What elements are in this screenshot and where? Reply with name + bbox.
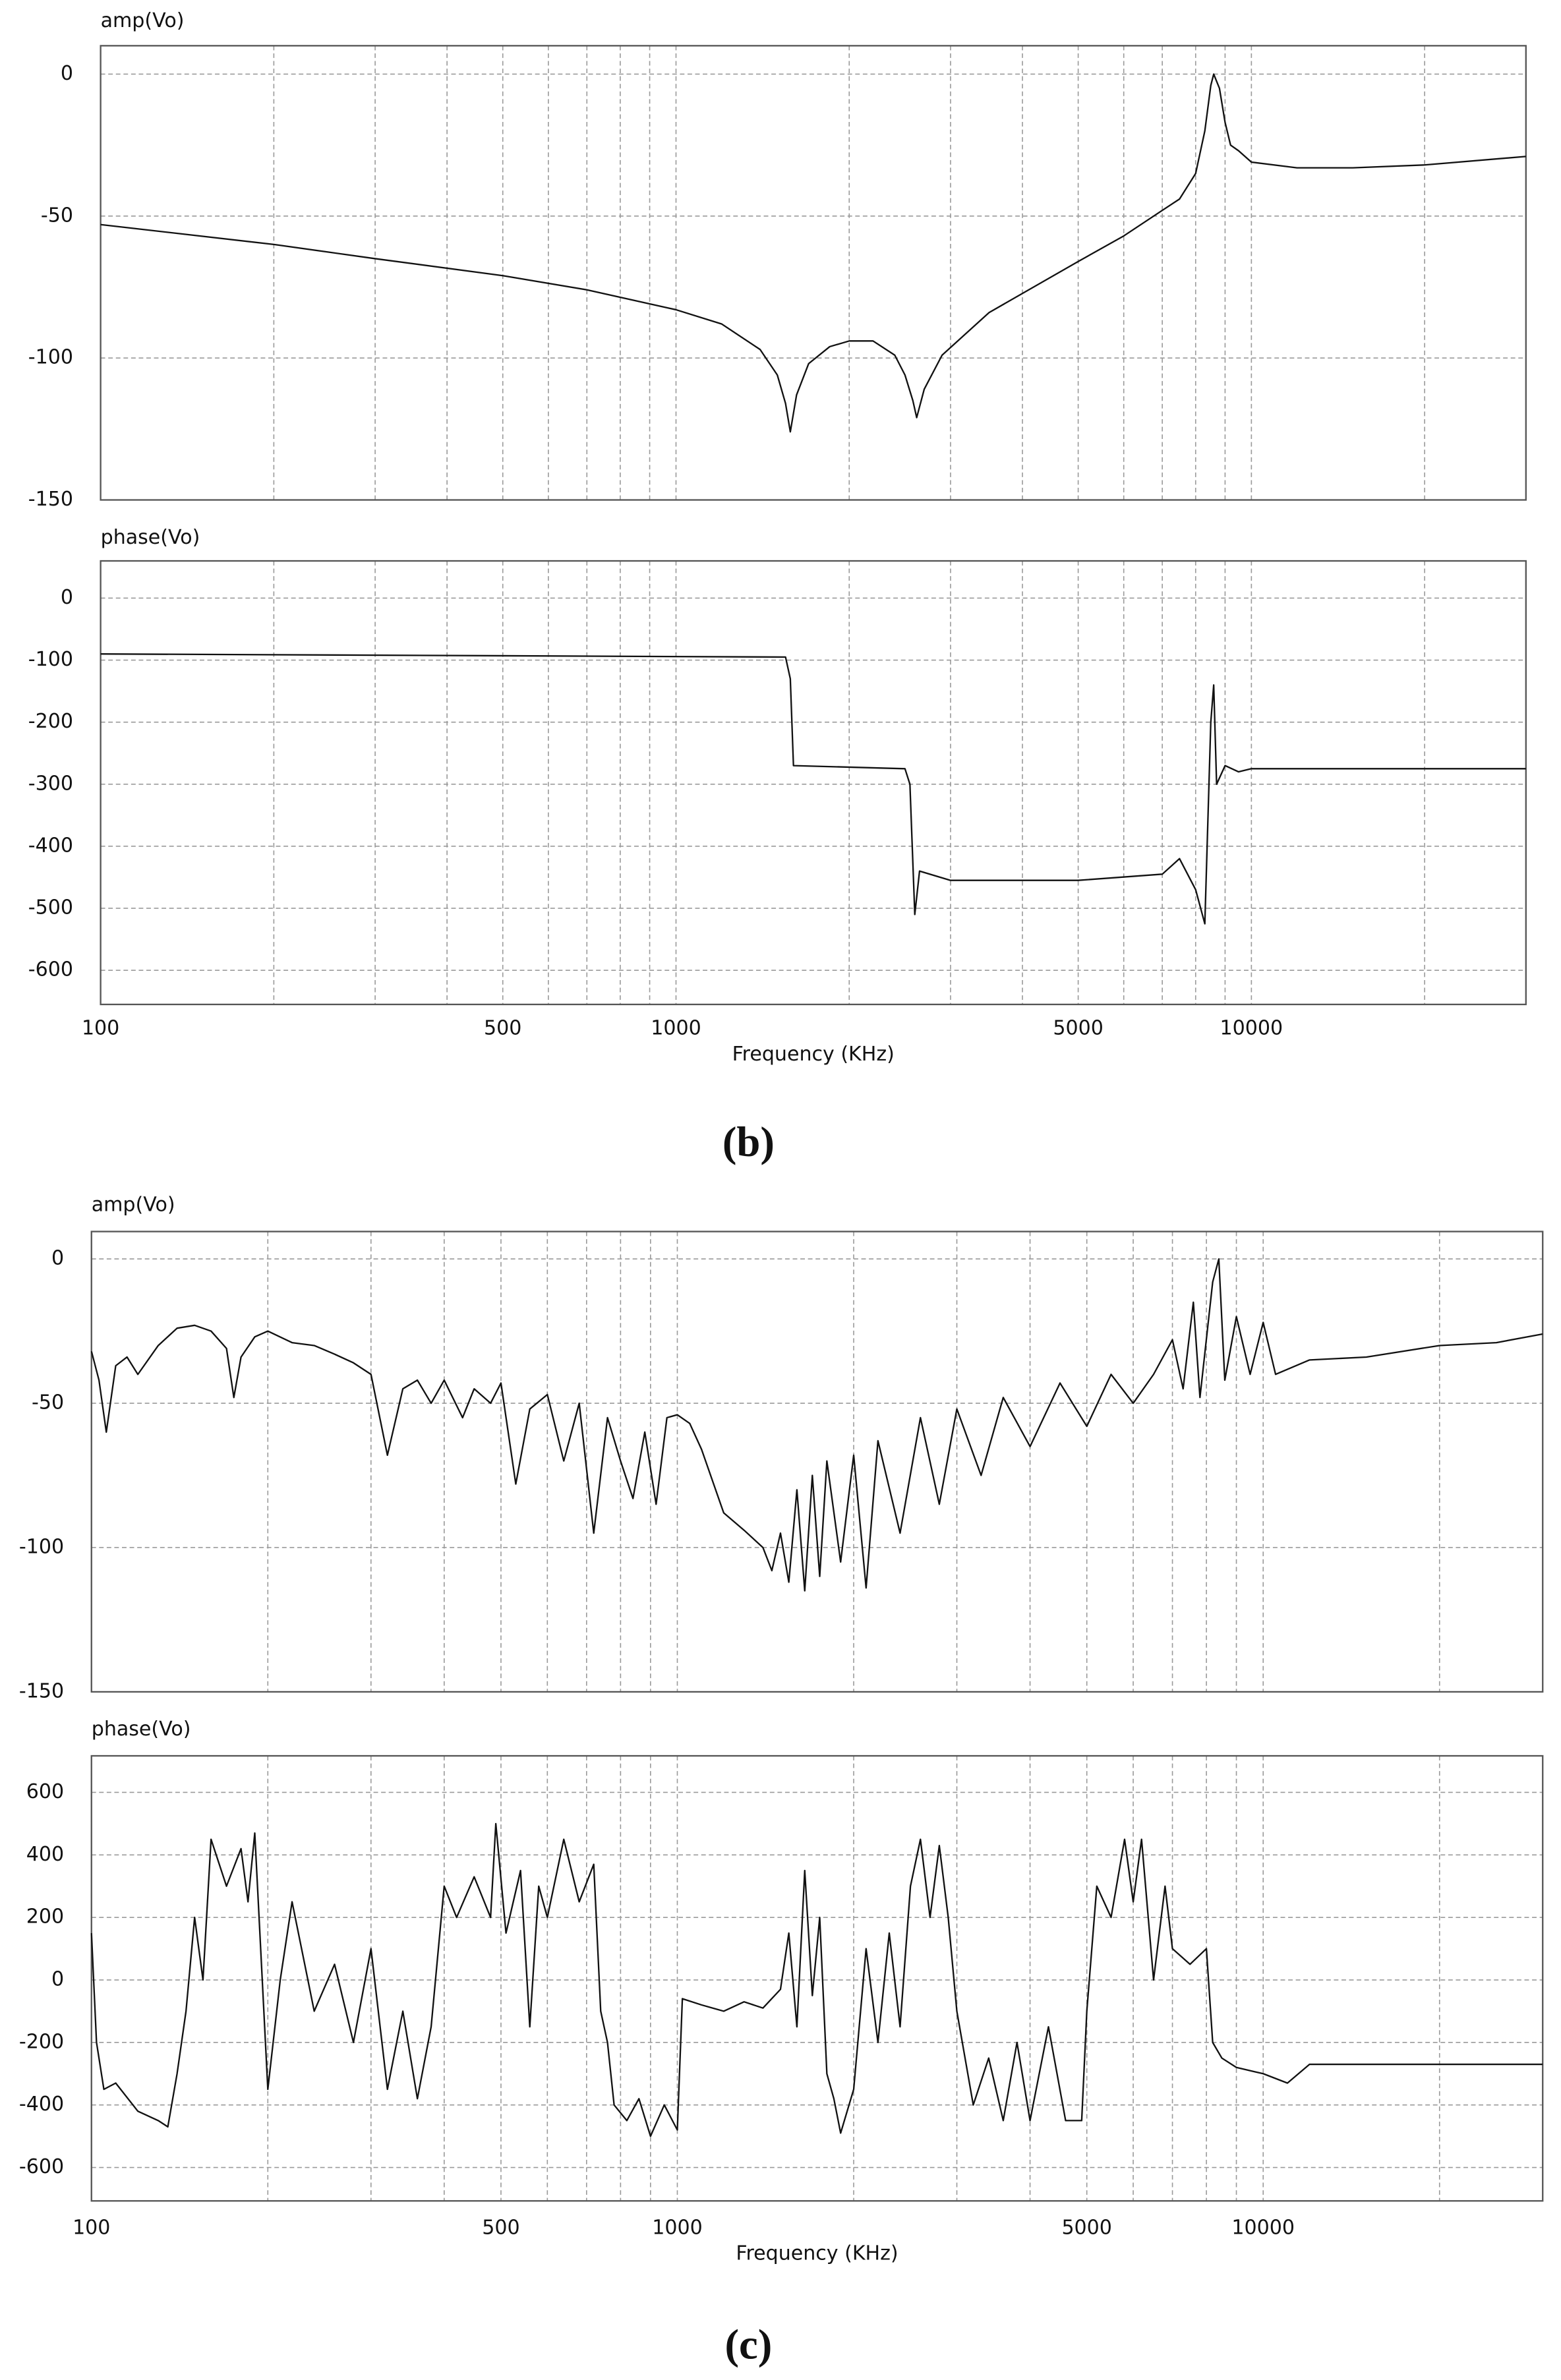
chart-title: phase(Vo) (101, 526, 200, 549)
x-tick-label: 500 (482, 2216, 519, 2239)
y-tick-label: -150 (28, 488, 73, 511)
y-tick-label: 0 (61, 586, 73, 609)
x-tick-label: 5000 (1053, 1016, 1103, 1039)
y-tick-label: -400 (19, 2093, 64, 2116)
x-axis-label: Frequency (KHz) (736, 2242, 898, 2265)
plot-frame (100, 560, 1527, 1006)
y-tick-label: -100 (28, 648, 73, 671)
x-tick-label: 10000 (1220, 1016, 1283, 1039)
chart-title: phase(Vo) (92, 1718, 191, 1741)
plot-area (100, 561, 1526, 1004)
x-tick-label: 100 (73, 2216, 110, 2239)
data-line (100, 73, 1526, 433)
y-tick-label: -400 (28, 834, 73, 857)
y-tick-label: -600 (19, 2155, 64, 2178)
x-tick-label: 5000 (1061, 2216, 1111, 2239)
y-tick-label: 0 (51, 1247, 64, 1270)
caption: (c) (725, 2321, 773, 2368)
x-tick-label: 500 (484, 1016, 521, 1039)
caption: (b) (722, 1118, 775, 1166)
plot-frame (90, 1755, 1544, 2202)
plot-area (91, 1231, 1543, 1692)
data-line (100, 653, 1526, 925)
x-tick-label: 100 (82, 1016, 119, 1039)
y-tick-label: -300 (28, 772, 73, 795)
plot-frame (100, 45, 1527, 501)
y-tick-label: -50 (41, 204, 73, 227)
chart-title: amp(Vo) (101, 9, 185, 32)
data-line (90, 1822, 1543, 2137)
x-tick-label: 10000 (1231, 2216, 1295, 2239)
y-tick-label: -100 (19, 1535, 64, 1558)
y-tick-label: -200 (28, 710, 73, 733)
x-axis-label: Frequency (KHz) (732, 1043, 895, 1066)
y-tick-label: 0 (51, 1968, 64, 1991)
y-tick-label: 600 (26, 1780, 64, 1803)
y-tick-label: -600 (28, 958, 73, 981)
chart-title: amp(Vo) (92, 1194, 175, 1217)
y-tick-label: -200 (19, 2030, 64, 2053)
plot-area (100, 45, 1526, 500)
x-tick-label: 1000 (652, 2216, 702, 2239)
data-line (90, 1258, 1543, 1592)
x-tick-label: 1000 (651, 1016, 701, 1039)
y-tick-label: -100 (28, 346, 73, 369)
y-tick-label: -150 (19, 1679, 64, 1702)
y-tick-label: 400 (26, 1843, 64, 1866)
y-tick-label: -50 (32, 1391, 64, 1414)
plot-frame (90, 1231, 1544, 1693)
y-tick-label: 200 (26, 1905, 64, 1929)
y-tick-label: 0 (61, 62, 73, 85)
y-tick-label: -500 (28, 896, 73, 919)
plot-area (91, 1756, 1543, 2201)
